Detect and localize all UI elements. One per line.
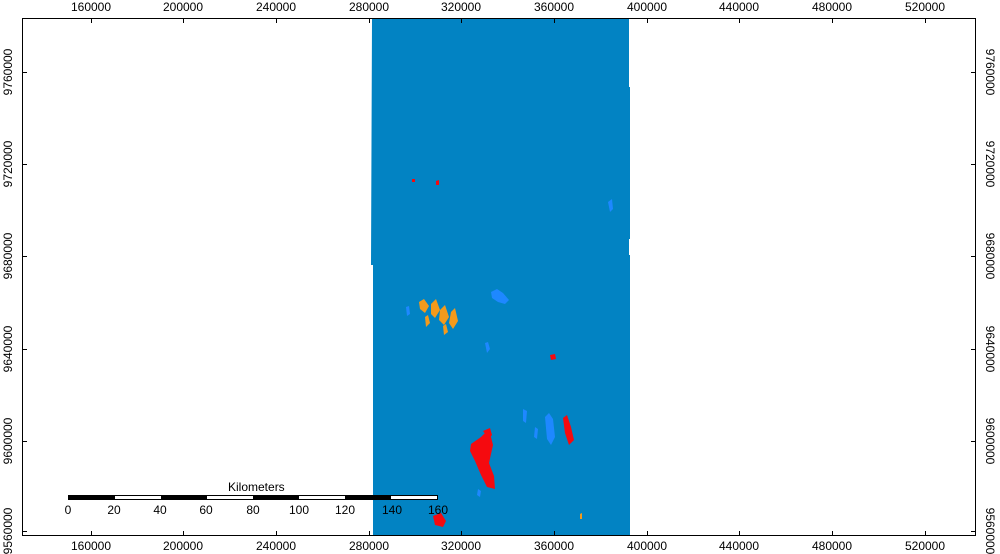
scale-label: 140 xyxy=(381,503,403,517)
x-tick-mark xyxy=(461,531,462,536)
x-tick-label-bottom: 280000 xyxy=(348,539,390,553)
y-tick-label-left: 9680000 xyxy=(1,232,15,280)
x-tick-mark xyxy=(647,531,648,536)
scale-segment xyxy=(69,496,115,499)
scale-label: 80 xyxy=(246,503,260,517)
scale-segment xyxy=(253,496,299,499)
y-tick-label-left: 9720000 xyxy=(1,140,15,188)
x-tick-label-bottom: 160000 xyxy=(70,539,112,553)
x-tick-mark xyxy=(276,531,277,536)
x-tick-label-bottom: 320000 xyxy=(440,539,482,553)
x-tick-mark xyxy=(91,531,92,536)
scale-label: 160 xyxy=(427,503,449,517)
scale-bar-title: Kilometers xyxy=(228,480,285,494)
y-tick-mark xyxy=(22,349,27,350)
x-tick-label-top: 240000 xyxy=(255,0,297,14)
scale-bar-segments xyxy=(68,495,438,500)
y-tick-label-right: 9600000 xyxy=(983,417,997,465)
scale-segment xyxy=(345,496,391,499)
y-tick-label-left: 9760000 xyxy=(1,48,15,96)
y-tick-mark xyxy=(971,531,976,532)
y-tick-mark xyxy=(971,441,976,442)
y-tick-mark xyxy=(22,256,27,257)
x-tick-label-bottom: 520000 xyxy=(904,539,946,553)
scale-segment xyxy=(391,496,437,499)
x-tick-label-bottom: 400000 xyxy=(626,539,668,553)
x-tick-mark xyxy=(461,18,462,23)
x-tick-mark xyxy=(925,18,926,23)
y-tick-label-left: 9560000 xyxy=(1,507,15,554)
x-tick-label-top: 320000 xyxy=(440,0,482,14)
map-frame[interactable] xyxy=(22,18,976,536)
x-tick-label-bottom: 360000 xyxy=(533,539,575,553)
raster-map xyxy=(371,19,630,535)
x-tick-label-top: 360000 xyxy=(533,0,575,14)
x-tick-mark xyxy=(647,18,648,23)
scale-label: 100 xyxy=(288,503,310,517)
y-tick-label-right: 9760000 xyxy=(983,48,997,96)
x-tick-mark xyxy=(554,531,555,536)
y-tick-mark xyxy=(22,441,27,442)
y-tick-label-left: 9640000 xyxy=(1,325,15,373)
x-tick-label-top: 480000 xyxy=(811,0,853,14)
x-tick-label-bottom: 480000 xyxy=(811,539,853,553)
x-tick-mark xyxy=(369,18,370,23)
y-tick-label-right: 9560000 xyxy=(983,507,997,554)
scale-bar: Kilometers 0 20 40 60 80 100 120 140 160 xyxy=(60,478,460,518)
y-tick-mark xyxy=(971,256,976,257)
orange-patches xyxy=(419,299,582,519)
scale-label: 0 xyxy=(64,503,72,517)
red-patches xyxy=(412,179,574,527)
x-tick-label-top: 520000 xyxy=(904,0,946,14)
x-tick-mark xyxy=(554,18,555,23)
x-tick-mark xyxy=(276,18,277,23)
y-tick-label-left: 9600000 xyxy=(1,417,15,465)
x-tick-label-top: 400000 xyxy=(626,0,668,14)
scale-segment xyxy=(299,496,345,499)
x-tick-mark xyxy=(832,531,833,536)
x-tick-mark xyxy=(91,18,92,23)
y-tick-mark xyxy=(22,72,27,73)
x-tick-label-top: 200000 xyxy=(162,0,204,14)
water-features xyxy=(406,199,613,497)
x-tick-label-bottom: 240000 xyxy=(255,539,297,553)
x-tick-mark xyxy=(369,531,370,536)
scale-label: 60 xyxy=(199,503,213,517)
x-tick-label-bottom: 440000 xyxy=(718,539,760,553)
scale-segment xyxy=(207,496,253,499)
x-tick-mark xyxy=(739,531,740,536)
y-tick-mark xyxy=(971,164,976,165)
y-tick-label-right: 9680000 xyxy=(983,232,997,280)
y-tick-mark xyxy=(971,349,976,350)
scale-segment xyxy=(115,496,161,499)
y-tick-mark xyxy=(22,164,27,165)
x-tick-mark xyxy=(183,531,184,536)
scale-label: 20 xyxy=(107,503,121,517)
x-tick-mark xyxy=(183,18,184,23)
scale-label: 120 xyxy=(334,503,356,517)
x-tick-label-bottom: 200000 xyxy=(162,539,204,553)
y-tick-mark xyxy=(22,531,27,532)
scale-label: 40 xyxy=(153,503,167,517)
y-tick-label-right: 9720000 xyxy=(983,140,997,188)
x-tick-mark xyxy=(739,18,740,23)
y-tick-mark xyxy=(971,72,976,73)
x-tick-label-top: 440000 xyxy=(718,0,760,14)
raster-strip xyxy=(371,19,630,535)
x-tick-label-top: 160000 xyxy=(70,0,112,14)
y-tick-label-right: 9640000 xyxy=(983,325,997,373)
x-tick-label-top: 280000 xyxy=(348,0,390,14)
x-tick-mark xyxy=(925,531,926,536)
x-tick-mark xyxy=(832,18,833,23)
scale-segment xyxy=(161,496,207,499)
